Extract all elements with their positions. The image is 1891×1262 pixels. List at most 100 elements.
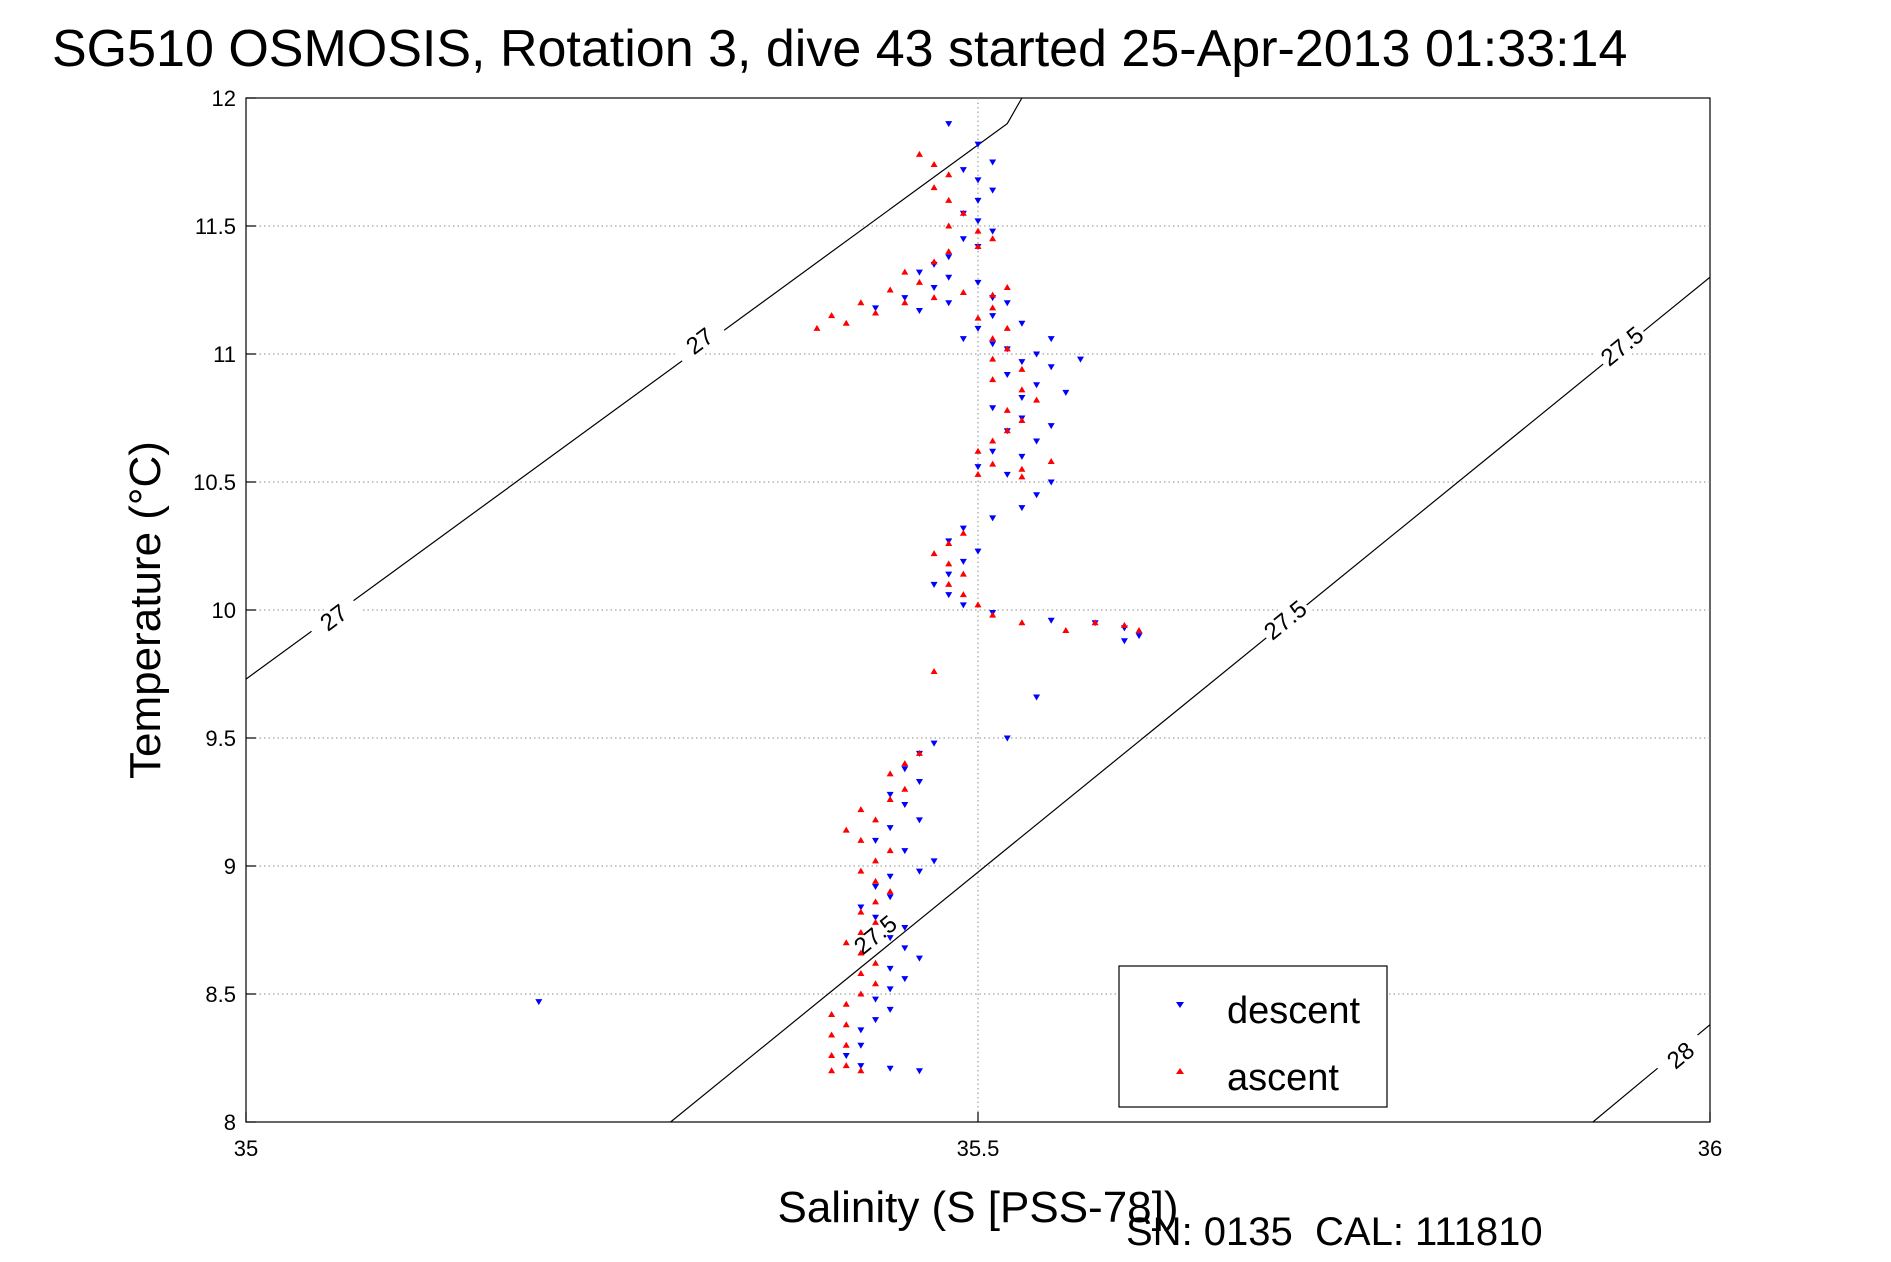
ascent-point [828,1051,836,1058]
descent-point [915,817,923,824]
ascent-point [1135,626,1143,633]
ascent-point [842,1041,850,1048]
ascent-point [1120,621,1128,628]
ascent-point [901,785,909,792]
y-tick-label: 9 [224,854,236,879]
ascent-point [857,970,865,977]
y-tick-label: 10.5 [193,470,236,495]
descent-point [915,955,923,962]
descent-point [1033,351,1041,358]
descent-point [1003,371,1011,378]
y-tick-label: 8 [224,1110,236,1135]
descent-point [945,300,953,307]
ascent-point [959,209,967,216]
descent-point [886,935,894,942]
ascent-point [959,591,967,598]
descent-point [989,187,997,194]
ascent-point [828,312,836,319]
descent-point [1003,735,1011,742]
ascent-point [1018,619,1026,626]
contour-label-bg [847,909,904,961]
descent-point [1033,694,1041,701]
ascent-point [857,836,865,843]
contour-line-27 [246,98,1023,680]
ascent-point [886,795,894,802]
descent-point [886,986,894,993]
descent-point [857,1027,865,1034]
ascent-point [989,437,997,444]
ascent-point [842,319,850,326]
ascent-point [974,601,982,608]
x-tick-label: 36 [1698,1136,1722,1161]
ascent-point [828,1010,836,1017]
ascent-point [1018,365,1026,372]
legend-label-descent: descent [1227,990,1361,1032]
ascent-point [974,447,982,454]
descent-point [945,571,953,578]
descent-point [1018,453,1026,460]
descent-point [989,341,997,348]
descent-point [1018,395,1026,402]
ascent-point [930,667,938,674]
descent-point [930,581,938,588]
descent-point [857,904,865,911]
descent-point [915,1068,923,1075]
descent-point [1033,438,1041,445]
descent-point [872,914,880,921]
ascent-point [886,888,894,895]
ascent-point [872,959,880,966]
ascent-point [872,898,880,905]
ascent-point [930,550,938,557]
ascent-point [945,196,953,203]
y-tick-label: 12 [212,86,236,111]
ascent-point [945,171,953,178]
ascent-point [886,770,894,777]
x-tick-label: 35 [234,1136,258,1161]
ascent-point [872,980,880,987]
ascent-point [974,227,982,234]
descent-point [974,325,982,332]
descent-point [945,274,953,281]
descent-point [886,1006,894,1013]
descent-point [989,313,997,320]
y-tick-label: 11 [213,342,236,367]
descent-point [886,894,894,901]
descent-point [989,515,997,522]
contour-label-bg [1653,1029,1709,1082]
descent-point [959,602,967,609]
ascent-point [857,929,865,936]
ascent-point [872,877,880,884]
ascent-point [930,294,938,301]
ascent-point [989,376,997,383]
x-tick-label: 35.5 [957,1136,1000,1161]
grid [246,98,1710,1122]
contour-label-bg [1257,594,1314,646]
ascent-point [945,580,953,587]
descent-point [989,405,997,412]
ascent-point [857,908,865,915]
ascent-point [1062,626,1070,633]
descent-point [959,558,967,565]
ascent-point [813,324,821,331]
ascent-point [1003,283,1011,290]
ascent-point [974,242,982,249]
descent-point [901,802,909,809]
descent-point [945,121,953,128]
descent-point [872,996,880,1003]
descent-point [974,548,982,555]
descent-point [930,740,938,747]
descent-point [535,999,543,1006]
descent-point [1047,336,1055,343]
ascent-point [872,918,880,925]
legend-marker-descent [1176,1002,1184,1008]
ascent-point [857,990,865,997]
descent-point [974,279,982,286]
ascent-point [959,570,967,577]
contour-line-27.5 [670,276,1710,1122]
ascent-point [1033,396,1041,403]
legend-box [1118,965,1388,1108]
descent-point [886,1065,894,1072]
descent-point [1135,633,1143,640]
ascent-point [1047,458,1055,465]
descent-point [872,837,880,844]
